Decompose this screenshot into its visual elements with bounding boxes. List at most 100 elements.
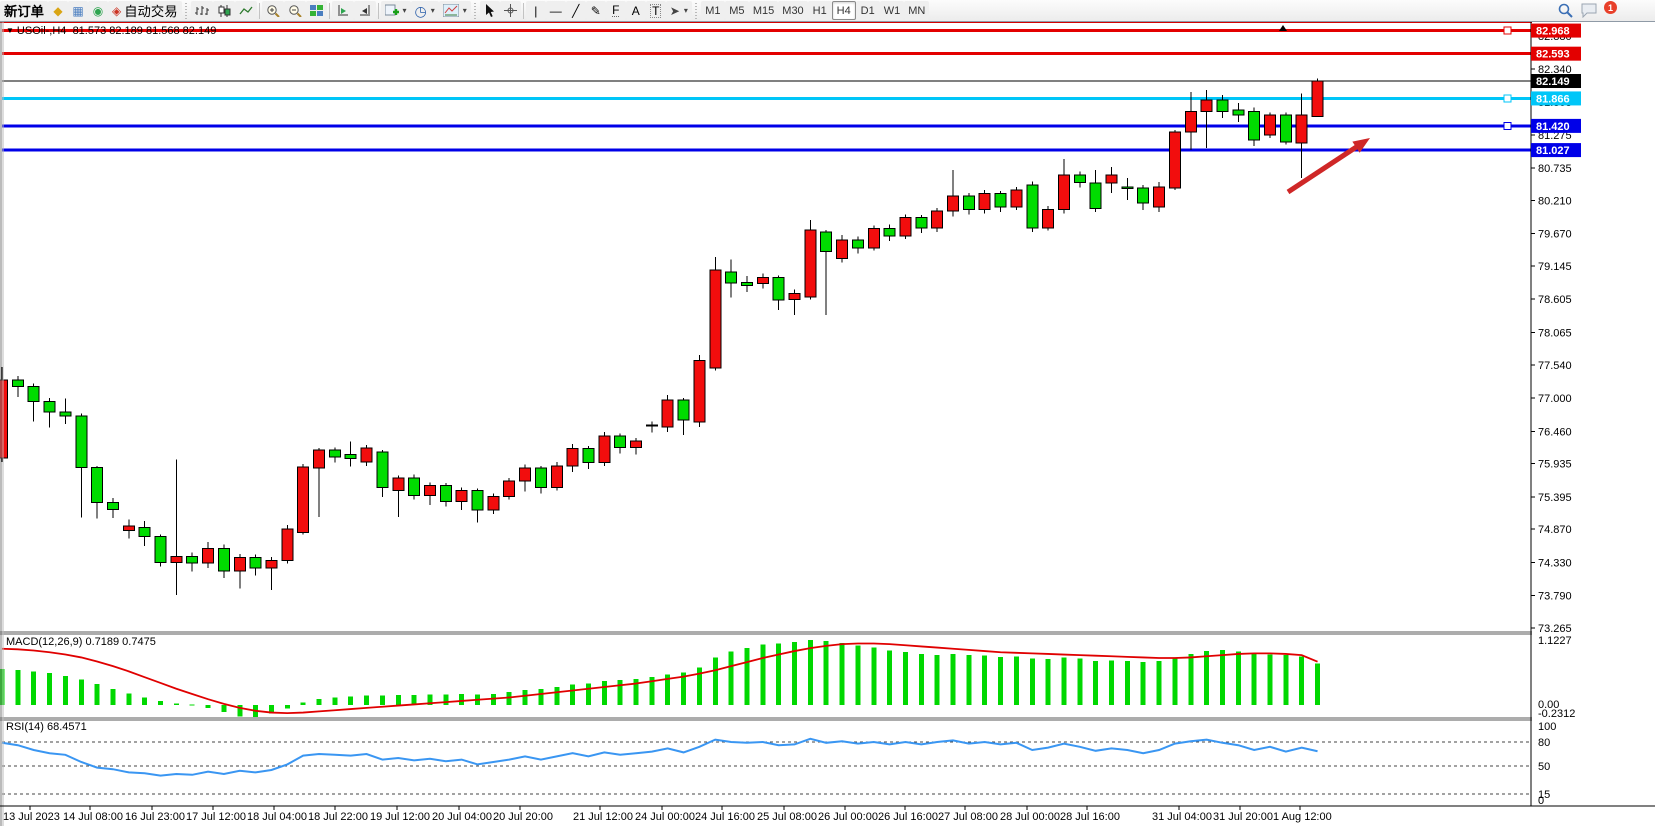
candle xyxy=(1168,130,1181,190)
arrows-button[interactable]: ➤ ▾ xyxy=(665,1,692,20)
candles-chart-button[interactable] xyxy=(212,1,235,20)
clock-icon: ◷ xyxy=(414,2,427,19)
bars-chart-button[interactable] xyxy=(190,1,213,20)
candle xyxy=(772,275,785,310)
price-badge-label: 82.968 xyxy=(1536,26,1570,38)
zoom-in-button[interactable] xyxy=(261,1,284,20)
macd-bar xyxy=(1045,659,1051,705)
candle xyxy=(1295,93,1308,179)
macd-bar xyxy=(823,641,829,705)
candle xyxy=(883,224,896,242)
price-badge-label: 81.866 xyxy=(1536,93,1570,105)
timeframe-group: M1 M5 M15 M30 H1 H4 D1 W1 MN xyxy=(700,1,930,20)
timeframe-W1[interactable]: W1 xyxy=(879,1,905,20)
timeframe-D1[interactable]: D1 xyxy=(855,1,880,20)
new-order-button[interactable]: 新订单 xyxy=(0,1,48,20)
channel-button[interactable]: ✎ xyxy=(585,1,606,20)
time-label: 18 Jul 04:00 xyxy=(247,811,307,823)
text-button[interactable]: A xyxy=(625,1,646,20)
macd-params: MACD(12,26,9) xyxy=(6,636,83,648)
candle xyxy=(328,447,341,463)
rsi-axis-label: 15 xyxy=(1538,789,1550,801)
time-label: 31 Jul 04:00 xyxy=(1152,811,1212,823)
line-handle[interactable] xyxy=(1503,94,1512,103)
macd-bar xyxy=(348,696,354,705)
text-label-button[interactable]: T xyxy=(645,1,666,20)
line-chart-button[interactable] xyxy=(234,1,257,20)
price-badge-label: 81.027 xyxy=(1536,145,1570,157)
macd-bar xyxy=(173,703,179,705)
horizontal-line-button[interactable]: — xyxy=(545,1,566,20)
candle xyxy=(1184,92,1197,150)
price-badge-label: 82.149 xyxy=(1536,76,1570,88)
line-handle[interactable] xyxy=(1503,26,1512,35)
macd-bar xyxy=(681,672,687,705)
price-lines xyxy=(2,29,1531,152)
macd-bar xyxy=(1156,660,1162,705)
chat-icon[interactable] xyxy=(1581,3,1598,18)
candle xyxy=(297,463,310,535)
candle xyxy=(804,220,817,300)
candle xyxy=(1311,78,1324,117)
timeframe-M5[interactable]: M5 xyxy=(724,1,749,20)
time-label: 28 Jul 00:00 xyxy=(1000,811,1060,823)
vertical-line-button[interactable]: | xyxy=(525,1,546,20)
macd-bar xyxy=(15,670,21,705)
annotation-arrow-head xyxy=(1352,138,1370,153)
macd-bar xyxy=(364,695,370,705)
market-watch-icon: ◆ xyxy=(53,3,63,18)
macd-bar xyxy=(221,705,227,712)
trendline-button[interactable]: ╱ xyxy=(565,1,586,20)
chevron-down-icon: ▾ xyxy=(402,6,407,15)
periods-button[interactable]: ◷ ▾ xyxy=(410,1,439,20)
macd-bar xyxy=(807,639,813,705)
toolbar-grip xyxy=(693,2,699,19)
timeframe-M15[interactable]: M15 xyxy=(748,1,779,20)
candle xyxy=(344,441,357,467)
timeframe-H1[interactable]: H1 xyxy=(807,1,832,20)
macd-bar xyxy=(395,695,401,705)
market-watch-button[interactable]: ◆ xyxy=(47,1,68,20)
candle xyxy=(487,493,500,514)
chart-shift-marker[interactable] xyxy=(1279,25,1287,31)
timeframe-H4[interactable]: H4 xyxy=(831,1,856,20)
timeframe-M30[interactable]: M30 xyxy=(778,1,808,20)
autotrading-button[interactable]: ◈ 自动交易 xyxy=(107,1,182,20)
cursor-button[interactable] xyxy=(479,1,500,20)
time-label: 19 Jul 12:00 xyxy=(370,811,430,823)
vertical-line-icon: | xyxy=(534,3,538,18)
zoom-out-button[interactable] xyxy=(283,1,306,20)
annotation-arrow[interactable] xyxy=(1286,141,1364,195)
timeframe-M1[interactable]: M1 xyxy=(700,1,725,20)
tile-windows-button[interactable] xyxy=(305,1,327,20)
time-label: 24 Jul 16:00 xyxy=(695,811,755,823)
candle xyxy=(138,521,151,546)
chart-shift-button[interactable] xyxy=(331,1,354,20)
chevron-down-icon: ▾ xyxy=(683,6,688,15)
candle xyxy=(899,214,912,240)
templates-button[interactable]: ▾ xyxy=(438,1,471,20)
crosshair-button[interactable] xyxy=(499,1,521,20)
horizontal-line-icon: — xyxy=(549,3,562,18)
notification-badge[interactable]: 1 xyxy=(1604,1,1617,14)
add-indicator-button[interactable]: ▾ xyxy=(380,1,411,20)
zoom-out-icon xyxy=(288,5,302,17)
signals-button[interactable]: ◉ xyxy=(87,1,108,20)
chevron-down-icon: ▾ xyxy=(462,6,467,15)
data-window-button[interactable]: ▦ xyxy=(67,1,88,20)
fibonacci-button[interactable]: F xyxy=(605,1,626,20)
symbol-dropdown-icon[interactable]: ▼ xyxy=(6,26,14,35)
candle xyxy=(677,398,690,435)
candle xyxy=(75,413,88,518)
candle xyxy=(170,459,183,596)
macd-bar xyxy=(332,697,338,705)
macd-bar xyxy=(966,655,972,705)
timeframe-MN[interactable]: MN xyxy=(904,1,930,20)
line-handle[interactable] xyxy=(1503,121,1512,130)
search-icon[interactable] xyxy=(1558,3,1573,18)
price-tick-label: 79.145 xyxy=(1538,261,1572,273)
candle xyxy=(27,383,40,422)
macd-bar xyxy=(585,683,591,705)
auto-scroll-button[interactable] xyxy=(353,1,376,20)
